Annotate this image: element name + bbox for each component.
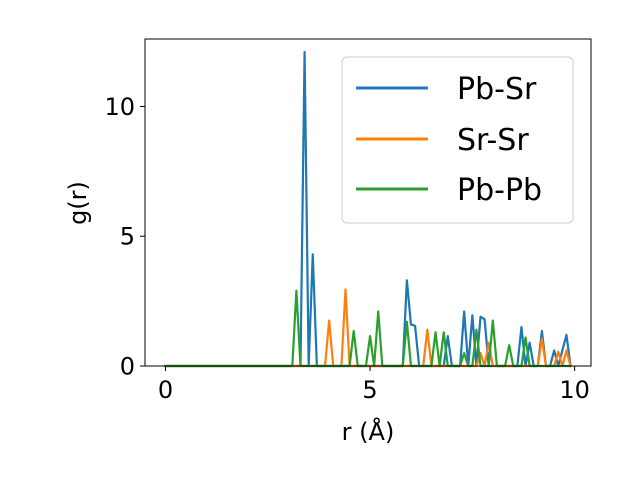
y-axis-title: g(r) [64,181,92,225]
legend-label-pb-pb: Pb-Pb [457,173,542,208]
legend: Pb-Sr Sr-Sr Pb-Pb [341,56,574,224]
y-tick-label: 0 [120,353,135,381]
axes-layer: 0 5 10 0 5 10 [104,93,589,404]
y-tick-label: 10 [104,93,135,121]
y-tick-label: 5 [120,223,135,251]
legend-label-sr-sr: Sr-Sr [457,123,529,158]
x-tick-label: 5 [362,376,377,404]
legend-label-pb-sr: Pb-Sr [457,72,537,107]
x-axis-title: r (Å) [342,417,395,446]
x-tick-label: 10 [559,376,590,404]
plot-frame [144,38,592,367]
x-tick-label: 0 [158,376,173,404]
legend-frame [341,56,574,224]
